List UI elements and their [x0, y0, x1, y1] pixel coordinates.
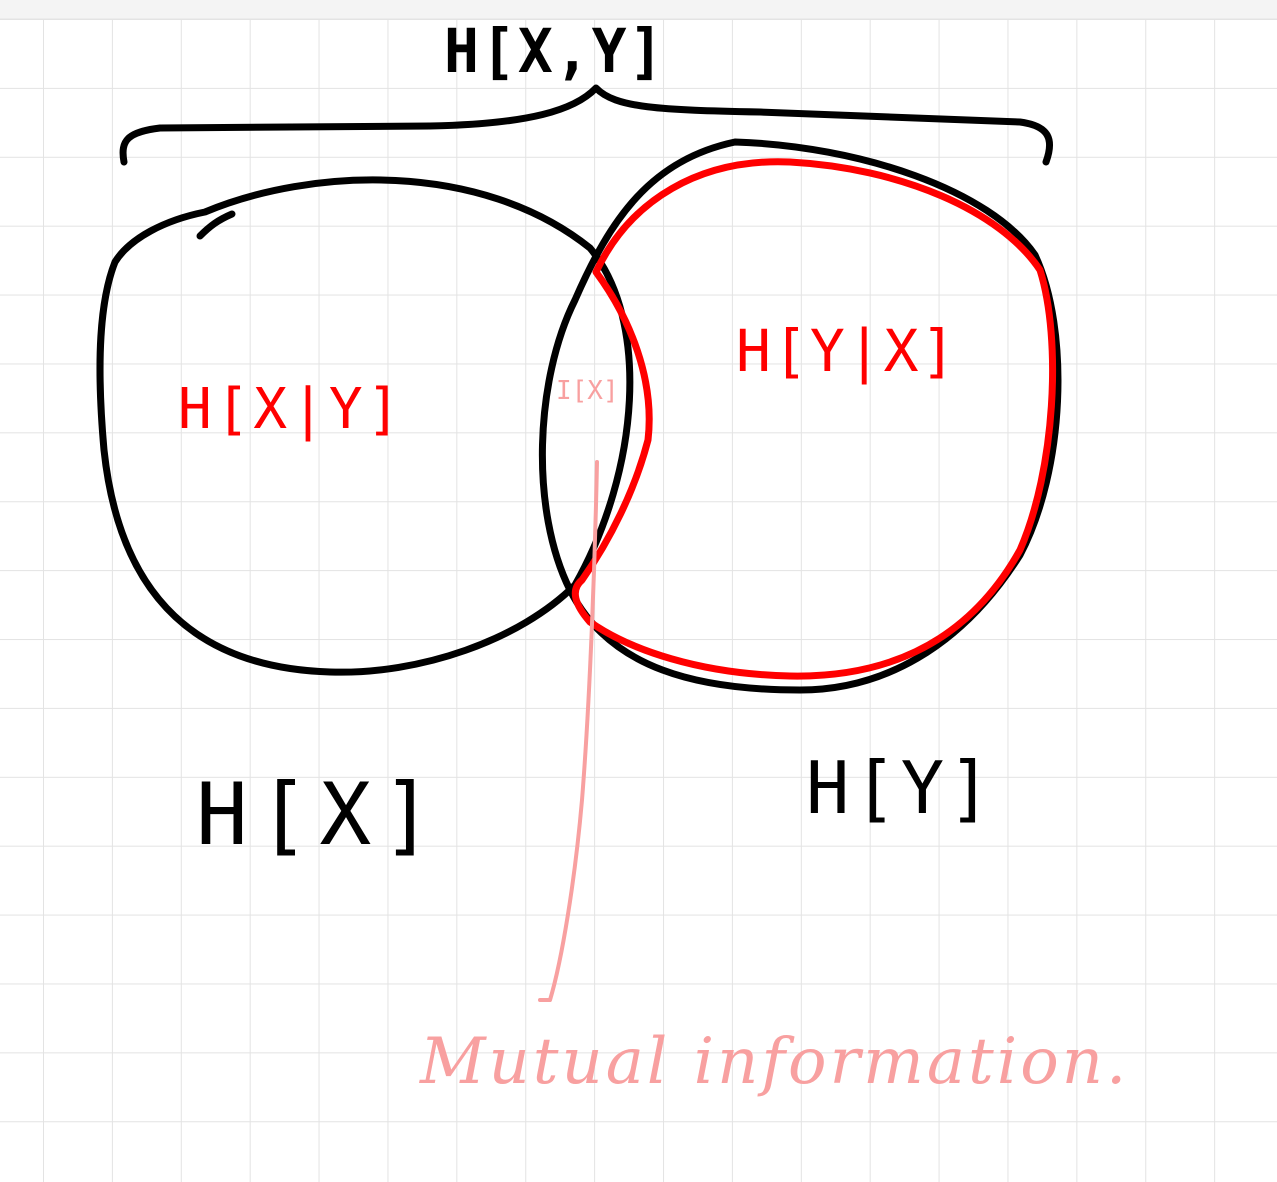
joint-entropy-label: H[X,Y] — [444, 15, 666, 87]
conditional-x-given-y-label: H[X|Y] — [178, 377, 405, 442]
toolbar-strip — [0, 0, 1277, 19]
circle-hx-tick — [196, 210, 236, 240]
entropy-x-label: H[X] — [196, 765, 444, 865]
mutual-info-label: I[X] — [556, 376, 619, 406]
circle-hy — [538, 138, 1062, 694]
circle-hx — [96, 176, 634, 676]
entropy-y-label: H[Y] — [806, 746, 996, 830]
conditional-y-given-x-label: H[Y|X] — [736, 317, 958, 385]
mutual-info-pointer — [538, 460, 599, 1002]
joint-entropy-brace — [119, 84, 1053, 166]
mutual-information-annotation: Mutual information. — [420, 1025, 1130, 1099]
region-hy-given-x-outline — [571, 158, 1057, 680]
